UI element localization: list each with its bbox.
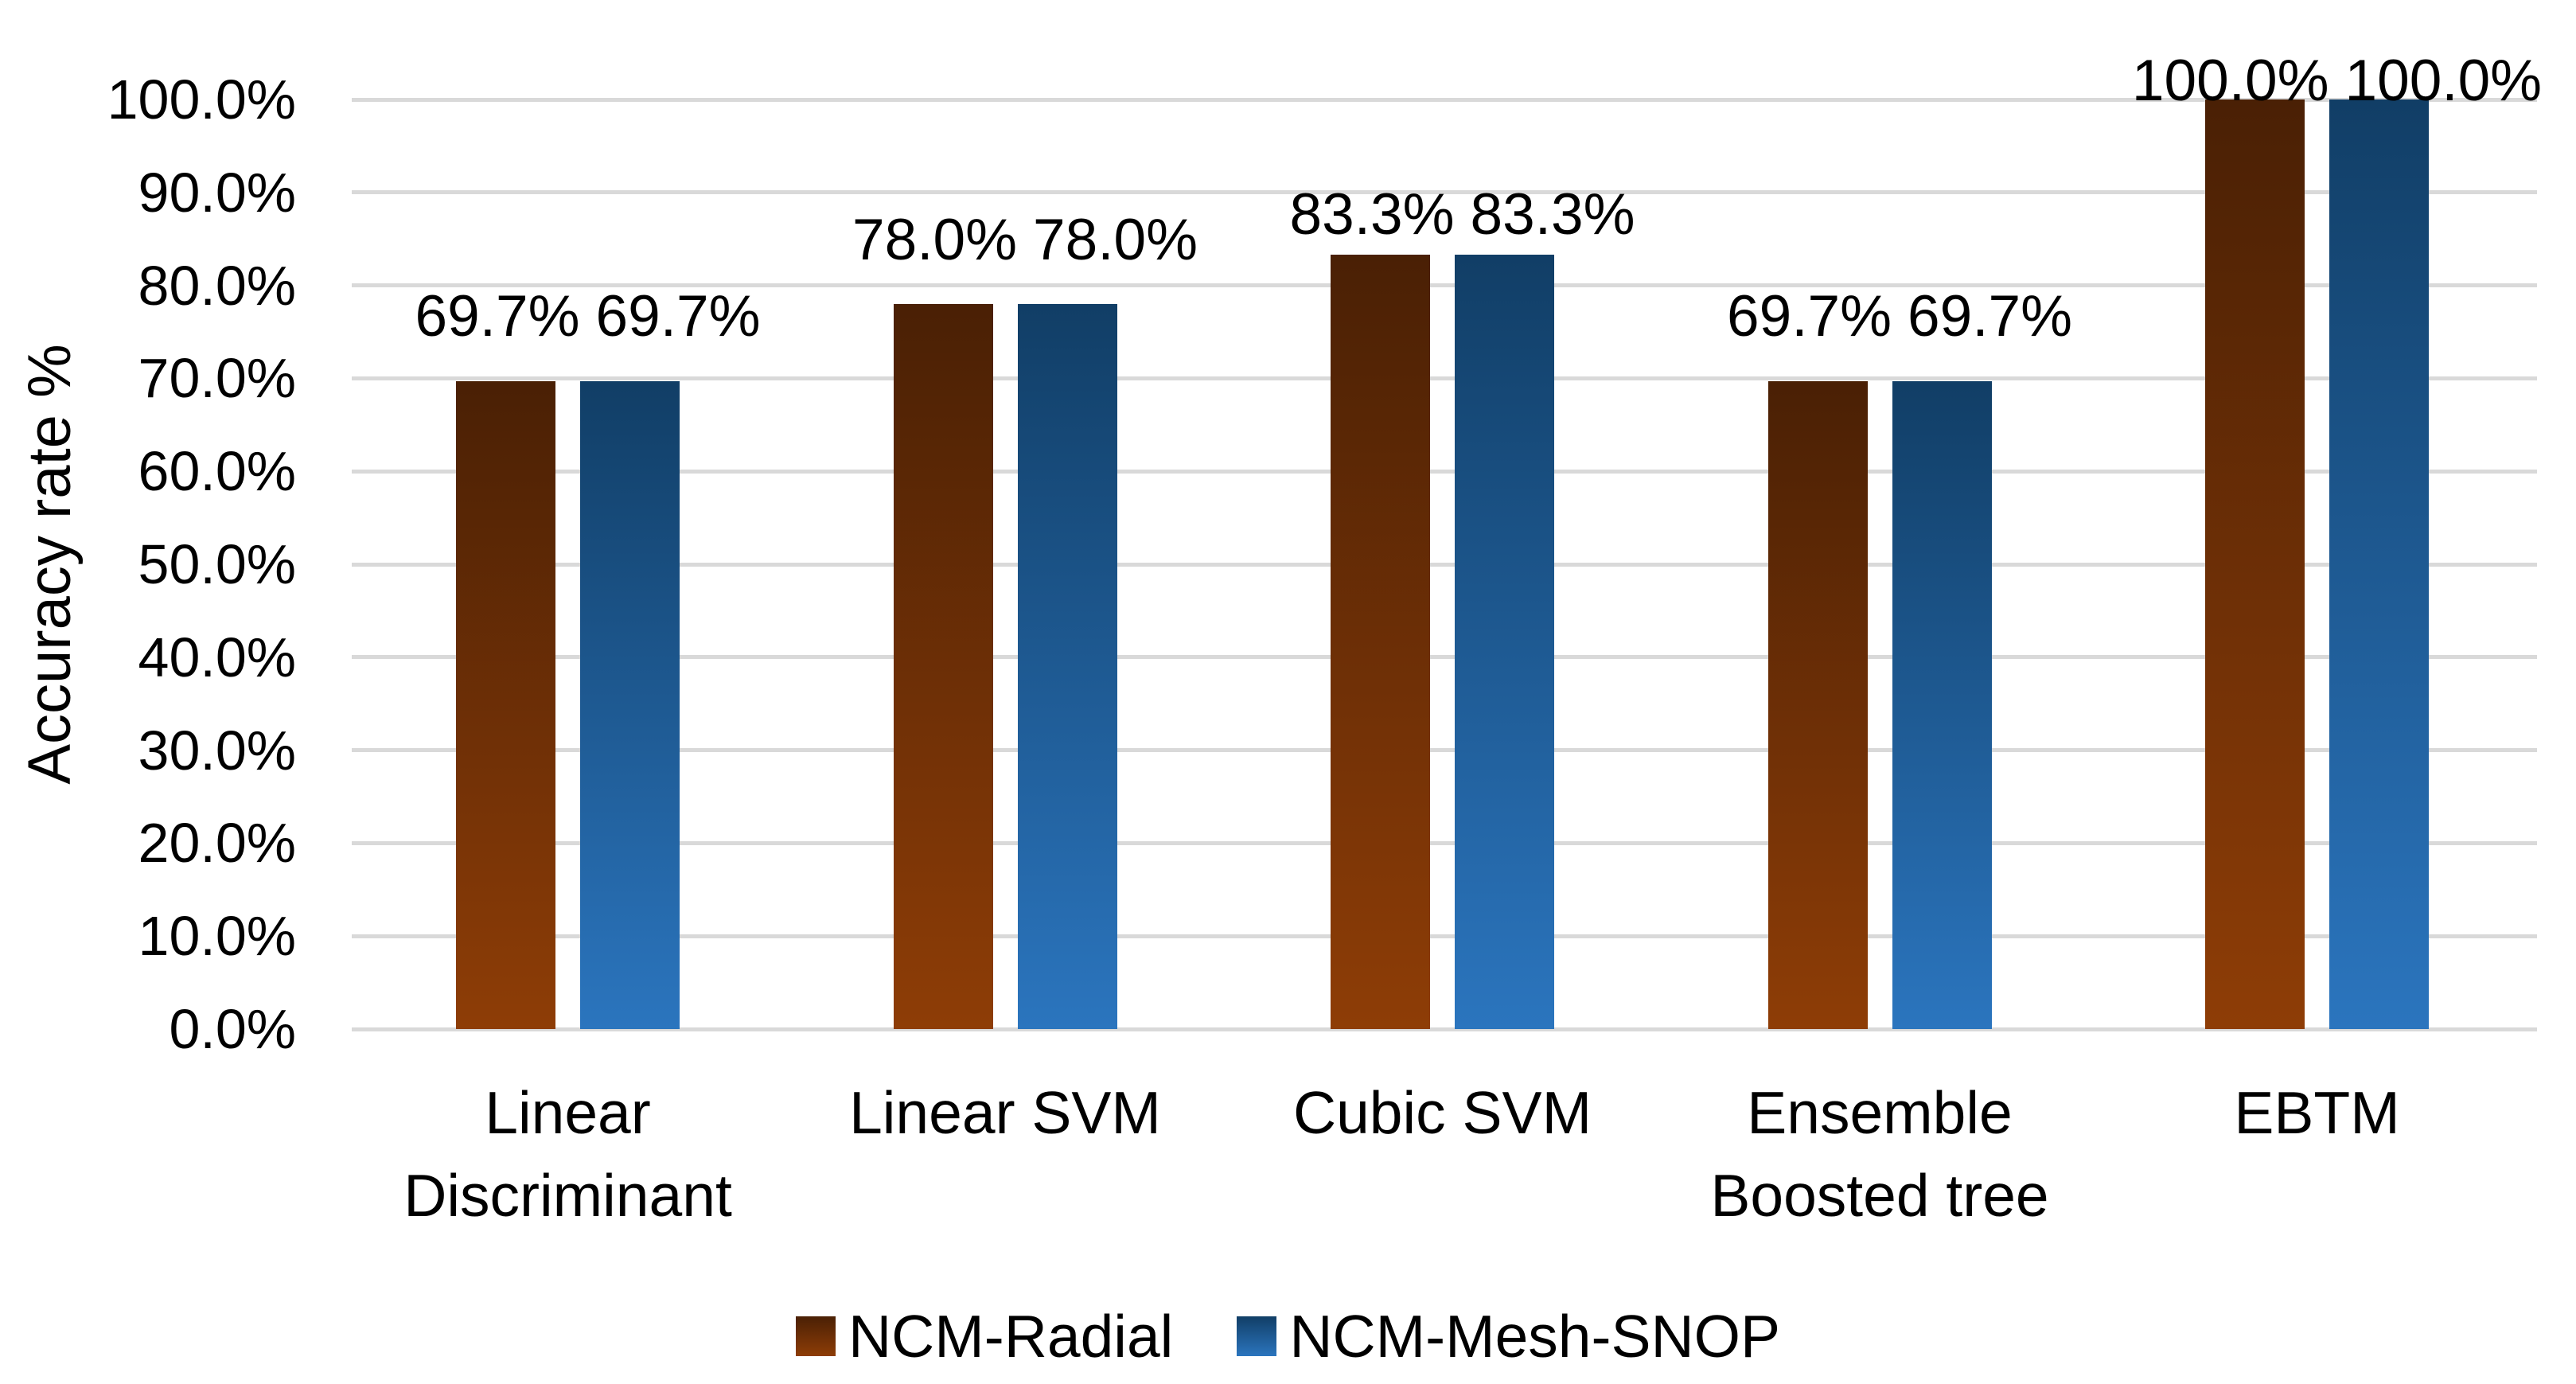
legend-item-ncm-radial: NCM-Radial xyxy=(795,1302,1174,1370)
y-tick-label: 50.0% xyxy=(138,533,296,595)
legend-label-ncm-radial: NCM-Radial xyxy=(848,1302,1174,1370)
category-label: Cubic SVM xyxy=(1292,1079,1592,1146)
data-label-row: 69.7% 69.7% xyxy=(1541,287,2258,345)
data-label: 78.0% xyxy=(852,207,1017,272)
bar-ncm-mesh-snop-linear-discriminant xyxy=(580,380,680,1029)
category-label: Discriminant xyxy=(403,1162,732,1229)
bar-ncm-radial-ebtm xyxy=(2205,99,2305,1029)
data-label: 69.7% xyxy=(1727,283,1892,349)
gridline xyxy=(352,469,2537,474)
y-tick-label: 60.0% xyxy=(138,440,296,503)
bar-ncm-mesh-snop-ensemble-boosted-tree xyxy=(1892,380,1992,1029)
data-label-row: 69.7% 69.7% xyxy=(230,287,946,345)
y-tick-label: 90.0% xyxy=(138,161,296,224)
bar-ncm-radial-ensemble-boosted-tree xyxy=(1767,380,1868,1029)
category-label: Linear xyxy=(485,1079,651,1146)
legend-item-ncm-mesh-snop: NCM-Mesh-SNOP xyxy=(1237,1302,1781,1370)
gridline xyxy=(352,840,2537,845)
gridline xyxy=(352,562,2537,567)
y-tick-label: 0.0% xyxy=(169,998,296,1060)
data-label: 100.0% xyxy=(2344,49,2543,113)
data-label-row: 100.0% 100.0% xyxy=(1979,52,2576,110)
bar-ncm-radial-linear-discriminant xyxy=(456,380,555,1029)
gridline xyxy=(352,190,2537,195)
legend-swatch-ncm-mesh-snop xyxy=(1237,1316,1277,1356)
y-tick-label: 10.0% xyxy=(138,905,296,968)
gridline xyxy=(352,283,2537,288)
data-label: 83.3% xyxy=(1289,182,1455,248)
category-label: Boosted tree xyxy=(1710,1162,2049,1229)
gridline xyxy=(352,748,2537,753)
data-label: 100.0% xyxy=(2131,49,2329,113)
category-label: EBTM xyxy=(2234,1079,2400,1146)
gridline xyxy=(352,934,2537,938)
y-tick-label: 100.0% xyxy=(107,68,296,131)
data-label: 69.7% xyxy=(595,283,761,349)
category-label: Ensemble xyxy=(1747,1079,2013,1146)
data-label-row: 83.3% 83.3% xyxy=(1105,185,1821,244)
legend-swatch-ncm-radial xyxy=(795,1316,836,1356)
gridline xyxy=(352,1027,2537,1031)
data-label-row: 78.0% 78.0% xyxy=(667,211,1383,269)
gridline xyxy=(352,655,2537,660)
data-label: 69.7% xyxy=(1908,283,2072,349)
category-label: Linear SVM xyxy=(849,1079,1161,1146)
bar-ncm-mesh-snop-cubic-svm xyxy=(1455,255,1554,1029)
gridline xyxy=(352,97,2537,102)
y-tick-label: 20.0% xyxy=(138,812,296,875)
data-label: 78.0% xyxy=(1033,207,1198,272)
bar-ncm-mesh-snop-ebtm xyxy=(2329,99,2429,1029)
y-tick-label: 70.0% xyxy=(138,347,296,410)
bar-ncm-radial-linear-svm xyxy=(893,303,993,1029)
bar-ncm-radial-cubic-svm xyxy=(1331,255,1430,1029)
legend-label-ncm-mesh-snop: NCM-Mesh-SNOP xyxy=(1289,1302,1781,1370)
data-label: 69.7% xyxy=(415,283,580,349)
bar-ncm-mesh-snop-linear-svm xyxy=(1017,303,1117,1029)
y-tick-label: 30.0% xyxy=(138,719,296,782)
y-tick-label: 80.0% xyxy=(138,254,296,317)
y-tick-label: 40.0% xyxy=(138,626,296,688)
legend: NCM-Radial NCM-Mesh-SNOP xyxy=(0,1302,2576,1370)
data-label: 83.3% xyxy=(1470,182,1635,248)
gridline xyxy=(352,376,2537,380)
